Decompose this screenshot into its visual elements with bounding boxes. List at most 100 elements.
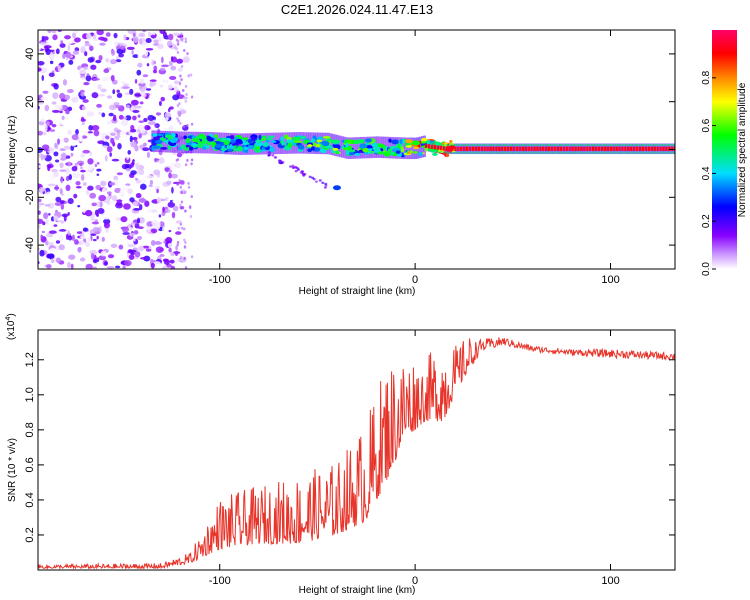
signal-cell [188,146,194,151]
noise-cell [180,32,183,36]
signal-cell [207,142,213,146]
noise-cell [148,164,157,168]
noise-cell [172,32,181,37]
noise-cell [89,249,98,256]
signal-tone-edge [550,144,554,147]
noise-cell [129,178,136,186]
noise-cell [85,209,93,217]
noise-cell [62,79,68,86]
noise-cell [55,257,62,264]
signal-tone-edge [515,144,519,147]
noise-cell [53,171,59,178]
noise-cell [62,53,66,60]
noise-cell [84,40,90,44]
noise-cell [90,233,97,236]
noise-cell [130,124,135,131]
signal-tone [615,146,618,151]
noise-cell [139,179,147,184]
signal-tone [630,146,633,151]
noise-cell [93,129,100,137]
noise-cell [54,202,62,206]
noise-cell [42,132,47,136]
noise-cell [54,143,59,150]
noise-cell [111,68,115,75]
noise-cell [65,233,69,241]
noise-cell [179,180,185,185]
signal-cell [247,138,253,144]
noise-cell [92,226,99,233]
signal-tone [518,146,522,151]
signal-cell [229,135,235,140]
signal-tone [547,146,551,151]
noise-cell [140,257,148,260]
signal-tone-edge [480,144,483,147]
signal-tone [668,146,671,151]
signal-cell [370,143,379,147]
noise-cell [101,102,108,108]
signal-tone [594,146,598,151]
noise-cell [183,256,186,260]
signal-tone-edge [457,151,460,154]
noise-cell [119,188,125,196]
noise-cell [98,94,106,97]
signal-tone-edge [501,144,504,147]
noise-cell [130,141,137,147]
signal-tone [445,146,448,151]
noise-cell [167,84,173,90]
noise-cell [60,203,65,210]
noise-cell [82,227,89,232]
signal-tone [460,146,463,151]
signal-cell [249,143,255,146]
noise-cell [176,50,180,54]
noise-cell [74,37,81,43]
noise-cell [170,56,174,62]
signal-cell [292,136,298,141]
noise-cell [132,115,137,121]
noise-cell [48,213,51,216]
noise-cell [162,79,170,83]
noise-cell [162,213,165,216]
noise-cell [113,41,120,47]
noise-cell [67,212,70,216]
noise-cell [112,114,117,122]
noise-cell [110,137,115,144]
signal-tone-edge [568,151,571,154]
signal-tone-edge [653,144,656,147]
noise-cell [81,105,86,111]
noise-cell [105,32,111,37]
signal-tone [527,146,530,151]
signal-tone-edge [612,144,615,147]
noise-cell [41,144,50,151]
signal-tone [451,146,454,151]
signal-halo [329,133,333,155]
noise-cell [172,94,180,101]
noise-cell [53,151,59,157]
noise-cell [153,65,158,71]
signal-halo [404,137,408,160]
noise-cell [129,88,134,95]
noise-cell [175,158,179,162]
noise-cell [129,197,135,203]
noise-cell [151,59,155,66]
noise-cell [75,61,84,65]
signal-tone-edge [594,144,598,147]
noise-cell [150,240,156,246]
noise-cell [67,129,72,136]
signal-tone-edge [477,151,481,154]
noise-cell [59,110,63,114]
noise-cell [134,145,139,152]
noise-cell [184,99,187,103]
signal-cell [235,138,243,144]
signal-halo [470,143,473,155]
noise-cell [50,77,54,83]
signal-tone-edge [521,151,525,154]
noise-cell [68,174,73,181]
y-tick-label-3: 20 [24,96,36,108]
noise-cell [53,215,59,222]
noise-cell [176,42,180,46]
noise-cell [186,123,189,127]
noise-cell [179,121,182,125]
noise-cell [103,68,110,74]
signal-halo [540,143,544,155]
signal-tone [612,146,615,151]
